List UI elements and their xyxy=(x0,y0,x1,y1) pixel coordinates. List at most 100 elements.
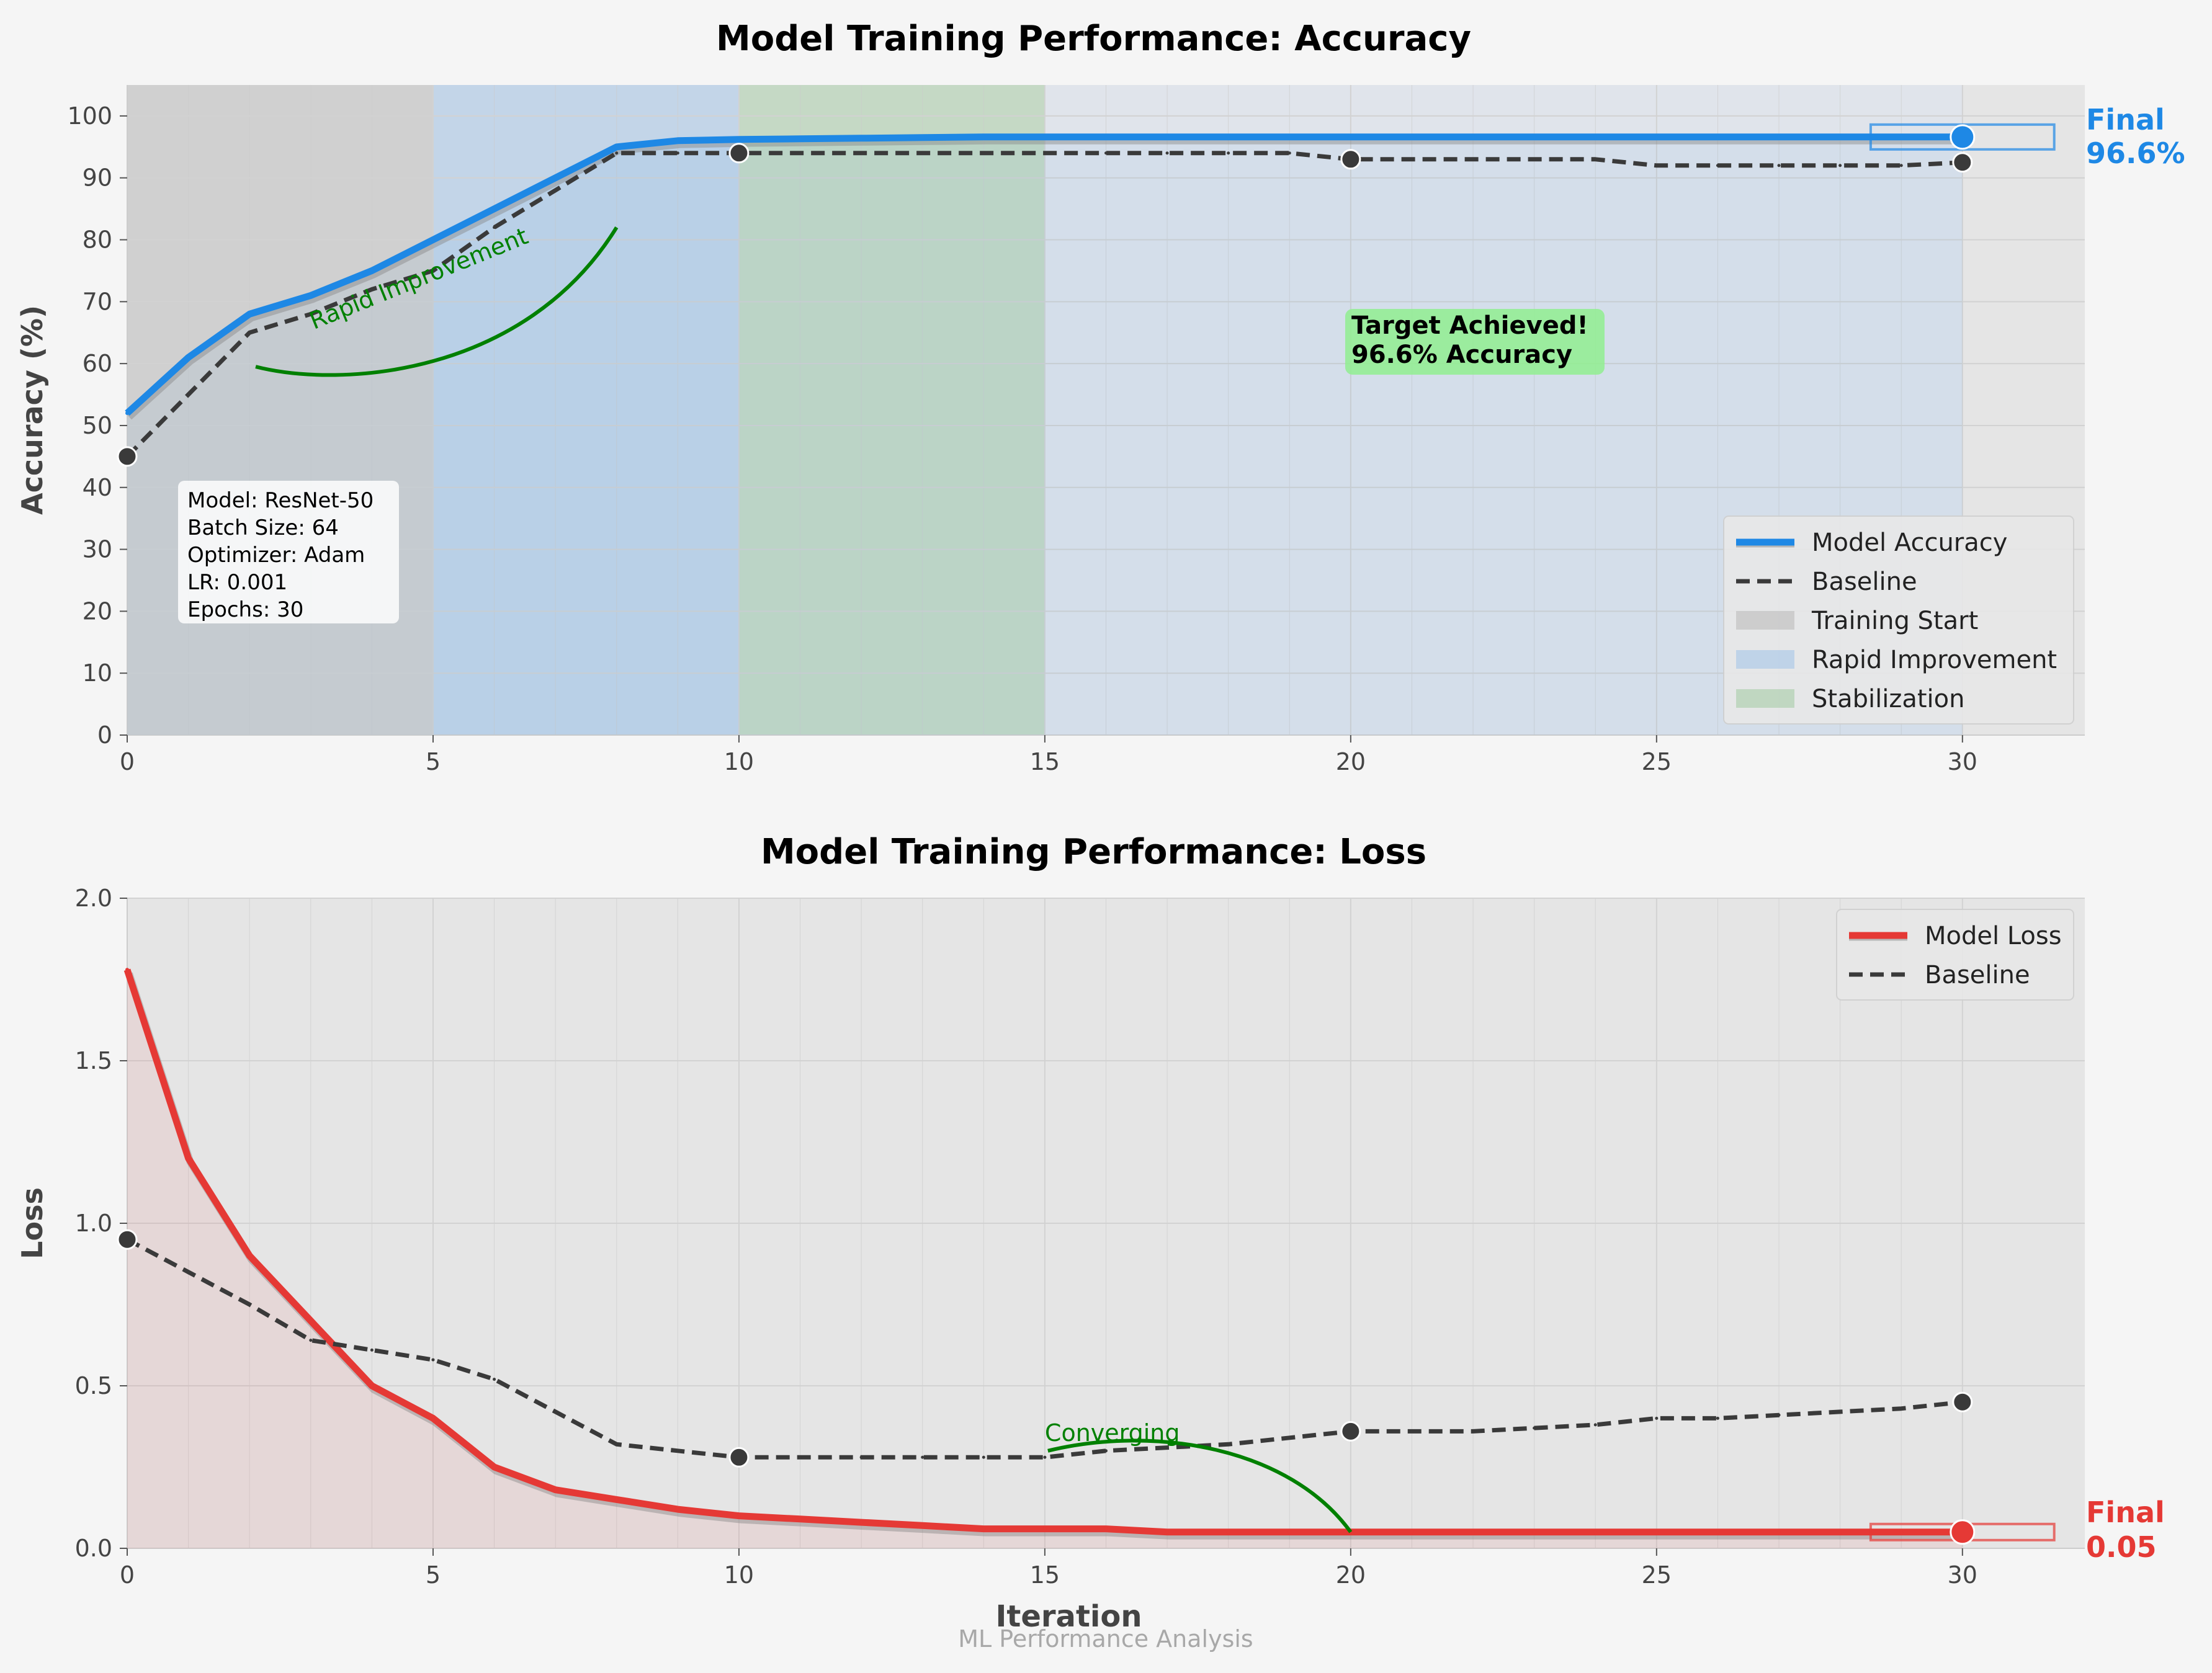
annotation-curve xyxy=(255,226,619,377)
x-tick-label: 10 xyxy=(724,1561,754,1589)
data-point xyxy=(431,238,435,242)
x-tick-label: 25 xyxy=(1642,1561,1672,1589)
data-point xyxy=(431,1416,435,1421)
baseline-point xyxy=(1043,151,1047,155)
legend-label: Model Accuracy xyxy=(1812,529,2007,557)
data-point xyxy=(370,269,374,273)
legend-swatch-region xyxy=(1736,611,1794,630)
data-point xyxy=(1410,135,1414,139)
baseline-point xyxy=(1716,1416,1719,1420)
x-tick-label: 20 xyxy=(1336,1561,1366,1589)
baseline-point xyxy=(1287,1436,1291,1440)
data-point xyxy=(1716,135,1720,139)
baseline-point xyxy=(676,1449,679,1453)
y-axis-label: Loss xyxy=(16,1187,49,1259)
baseline-point xyxy=(370,287,374,291)
baseline-point xyxy=(1165,151,1169,155)
data-point xyxy=(859,1520,864,1525)
baseline-point xyxy=(1838,164,1842,167)
data-point xyxy=(125,411,129,415)
data-point xyxy=(737,137,741,141)
final-point-marker xyxy=(1950,1519,1976,1545)
baseline-point xyxy=(921,151,925,155)
baseline-point xyxy=(921,1455,925,1459)
y-tick-label: 1.5 xyxy=(75,1047,112,1074)
x-tick-label: 15 xyxy=(1030,1561,1060,1589)
x-axis-label: Iteration xyxy=(996,1599,1142,1634)
baseline-marker xyxy=(728,143,750,164)
data-point xyxy=(1654,135,1659,139)
baseline-point xyxy=(1533,158,1536,161)
baseline-marker xyxy=(117,1229,138,1250)
baseline-marker xyxy=(1952,152,1973,173)
data-point xyxy=(859,136,864,140)
legend: Model Loss Baseline xyxy=(1836,909,2074,1001)
data-point xyxy=(1838,135,1842,139)
legend-label: Stabilization xyxy=(1812,685,1964,713)
y-tick-label: 50 xyxy=(83,412,112,439)
baseline-point xyxy=(982,1455,985,1459)
y-tick-label: 0.5 xyxy=(75,1372,112,1399)
baseline-point xyxy=(1899,1407,1903,1411)
data-point xyxy=(186,355,190,360)
region-0 xyxy=(127,85,433,735)
baseline-point xyxy=(1227,151,1230,155)
data-point xyxy=(370,1384,374,1388)
data-point xyxy=(982,135,986,139)
baseline-point xyxy=(1716,164,1719,167)
y-axis-label: Accuracy (%) xyxy=(16,305,49,515)
y-tick-label: 100 xyxy=(67,102,112,130)
data-point xyxy=(1838,1530,1842,1534)
data-point xyxy=(737,1514,741,1518)
data-point xyxy=(982,1527,986,1531)
x-tick-label: 15 xyxy=(1030,748,1060,775)
target-box-bg xyxy=(1345,309,1605,375)
x-tick-label: 0 xyxy=(120,748,135,775)
legend-label: Rapid Improvement xyxy=(1812,646,2057,674)
legend-label: Baseline xyxy=(1925,961,2030,989)
baseline-point xyxy=(982,151,985,155)
annotation-curve xyxy=(1047,1439,1353,1533)
target-achieved-box: Target Achieved!96.6% Accuracy xyxy=(1345,309,1605,375)
x-tick-label: 30 xyxy=(1948,1561,1977,1589)
data-point xyxy=(1532,1530,1536,1534)
data-point xyxy=(798,136,802,141)
baseline-point xyxy=(248,331,251,334)
final-label-title: Final xyxy=(2086,103,2165,136)
x-tick-label: 0 xyxy=(120,1561,135,1589)
y-tick-label: 0.0 xyxy=(75,1535,112,1562)
data-point xyxy=(1593,1530,1598,1534)
chart-title: Model Training Performance: Accuracy xyxy=(716,19,1471,59)
data-point xyxy=(125,968,129,972)
baseline-point xyxy=(1165,1446,1169,1450)
legend-swatch-region xyxy=(1736,650,1794,669)
info-box-bg xyxy=(178,481,399,623)
y-tick-label: 1.0 xyxy=(75,1210,112,1237)
data-point xyxy=(1593,135,1598,139)
panel-accuracy: 0 5 10 15 20 25 30 0 10 20 30 40 50 60 70 80 90 100 Model … xyxy=(16,19,2185,775)
baseline-marker xyxy=(1952,1391,1973,1412)
data-point xyxy=(1654,1530,1659,1534)
y-tick-label: 60 xyxy=(83,350,112,377)
y-tick-label: 80 xyxy=(83,226,112,254)
baseline-point xyxy=(1471,1429,1475,1433)
annotation-converging-label: Converging xyxy=(1045,1419,1180,1447)
baseline-point xyxy=(1287,151,1291,155)
data-point xyxy=(1287,1530,1292,1534)
info-line: Epochs: 30 xyxy=(187,597,303,622)
baseline-point xyxy=(431,1358,435,1362)
baseline-point xyxy=(1593,158,1597,161)
data-point xyxy=(1410,1530,1414,1534)
baseline-point xyxy=(799,151,802,155)
baseline-marker xyxy=(117,446,138,467)
baseline-point xyxy=(1104,151,1108,155)
y-tick-label: 30 xyxy=(83,536,112,563)
data-point xyxy=(553,176,558,180)
legend-label: Training Start xyxy=(1811,607,1978,635)
data-point xyxy=(1777,1530,1781,1534)
baseline-marker xyxy=(728,1447,750,1468)
baseline-point xyxy=(1777,164,1781,167)
x-tick-label: 30 xyxy=(1948,748,1977,775)
data-point xyxy=(248,1254,252,1258)
